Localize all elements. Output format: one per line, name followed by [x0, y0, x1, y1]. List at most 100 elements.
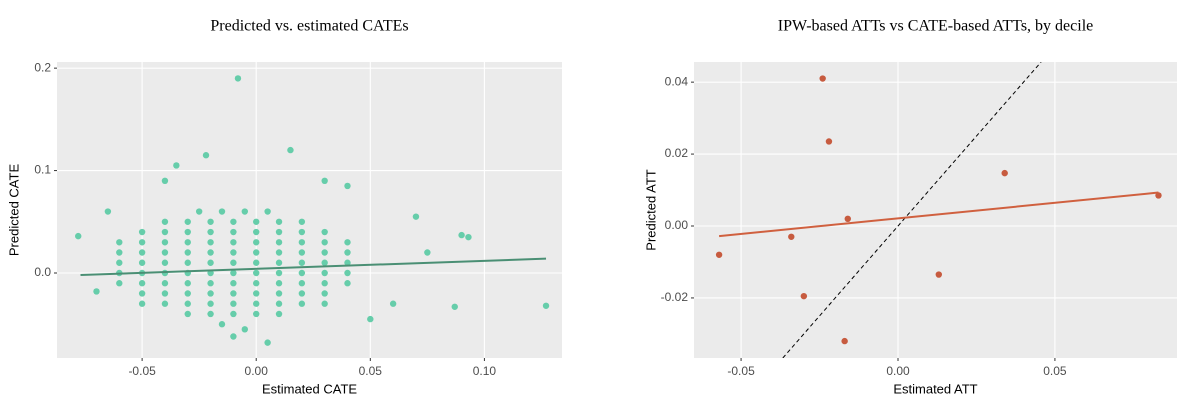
point: [138, 228, 146, 236]
point: [298, 280, 306, 287]
point: [253, 290, 260, 297]
point: [321, 259, 328, 266]
point: [275, 218, 283, 225]
point: [116, 239, 123, 246]
point: [184, 280, 191, 287]
x-tick-label: 0.05: [1043, 364, 1067, 378]
point: [184, 249, 191, 256]
y-tick-label: 0.00: [665, 218, 689, 232]
point: [184, 290, 191, 297]
y-tick-label: 0.1: [34, 163, 51, 177]
plot-area: [75, 75, 550, 346]
point: [253, 300, 260, 307]
point: [161, 290, 169, 297]
point: [321, 177, 328, 185]
point: [275, 280, 283, 287]
y-tick-label: 0.04: [665, 74, 689, 88]
point: [161, 228, 169, 236]
point: [207, 280, 214, 287]
point: [344, 182, 351, 190]
point: [230, 249, 237, 256]
point: [184, 259, 191, 266]
point: [389, 300, 397, 307]
point: [138, 239, 146, 246]
point: [800, 292, 808, 300]
reference-line: [782, 62, 1042, 358]
point: [207, 218, 214, 225]
x-tick-label: 0.00: [245, 364, 269, 378]
point: [218, 208, 226, 215]
point: [230, 333, 237, 340]
point: [230, 218, 237, 225]
point: [253, 310, 260, 318]
point: [321, 239, 328, 246]
point: [264, 339, 271, 346]
point: [207, 310, 214, 318]
point: [104, 208, 112, 215]
point: [298, 300, 306, 307]
point: [465, 233, 472, 241]
point: [218, 321, 226, 328]
point: [230, 290, 237, 297]
point: [344, 239, 351, 246]
point: [298, 228, 306, 236]
point: [819, 75, 826, 82]
point: [202, 152, 210, 159]
point: [184, 218, 191, 225]
point: [321, 269, 328, 277]
point: [275, 310, 283, 318]
chart-title: Predicted vs. estimated CATEs: [210, 18, 408, 35]
point: [298, 239, 306, 246]
point: [161, 239, 169, 246]
point: [230, 280, 237, 287]
point: [207, 259, 214, 266]
point: [344, 259, 351, 266]
point: [253, 280, 260, 287]
point: [207, 228, 214, 236]
point: [788, 233, 795, 240]
point: [116, 259, 123, 266]
point: [161, 177, 169, 185]
point: [542, 302, 550, 309]
fit-line: [80, 257, 547, 277]
point: [844, 215, 851, 223]
point: [1155, 192, 1162, 199]
point: [275, 228, 283, 236]
point: [138, 259, 146, 266]
point: [412, 213, 420, 220]
point: [184, 300, 191, 307]
point: [253, 269, 260, 277]
point: [161, 300, 169, 307]
y-tick-label: 0.02: [665, 146, 689, 160]
point: [344, 249, 351, 256]
x-axis-title: Estimated ATT: [893, 381, 977, 396]
point: [321, 228, 328, 236]
point: [715, 251, 723, 258]
x-axis-title: Estimated CATE: [262, 381, 357, 396]
y-axis-title: Predicted CATE: [6, 164, 21, 257]
x-tick-label: -0.05: [727, 364, 755, 378]
point: [230, 310, 237, 318]
point: [173, 162, 180, 169]
point: [230, 239, 237, 246]
point: [253, 259, 260, 266]
point: [75, 232, 82, 240]
plot-background: [57, 62, 562, 358]
point: [230, 300, 237, 307]
point: [253, 228, 260, 236]
point: [321, 290, 328, 297]
point: [161, 280, 169, 287]
point: [195, 208, 203, 215]
x-tick-label: -0.05: [128, 364, 156, 378]
point: [264, 208, 271, 215]
y-axis-title: Predicted ATT: [643, 169, 658, 250]
point: [321, 280, 328, 287]
chart-title: IPW-based ATTs vs CATE-based ATTs, by de…: [778, 18, 1094, 35]
point: [275, 300, 283, 307]
point: [234, 75, 242, 82]
point: [298, 290, 306, 297]
point: [138, 249, 146, 256]
point: [825, 138, 833, 145]
point: [253, 218, 260, 225]
